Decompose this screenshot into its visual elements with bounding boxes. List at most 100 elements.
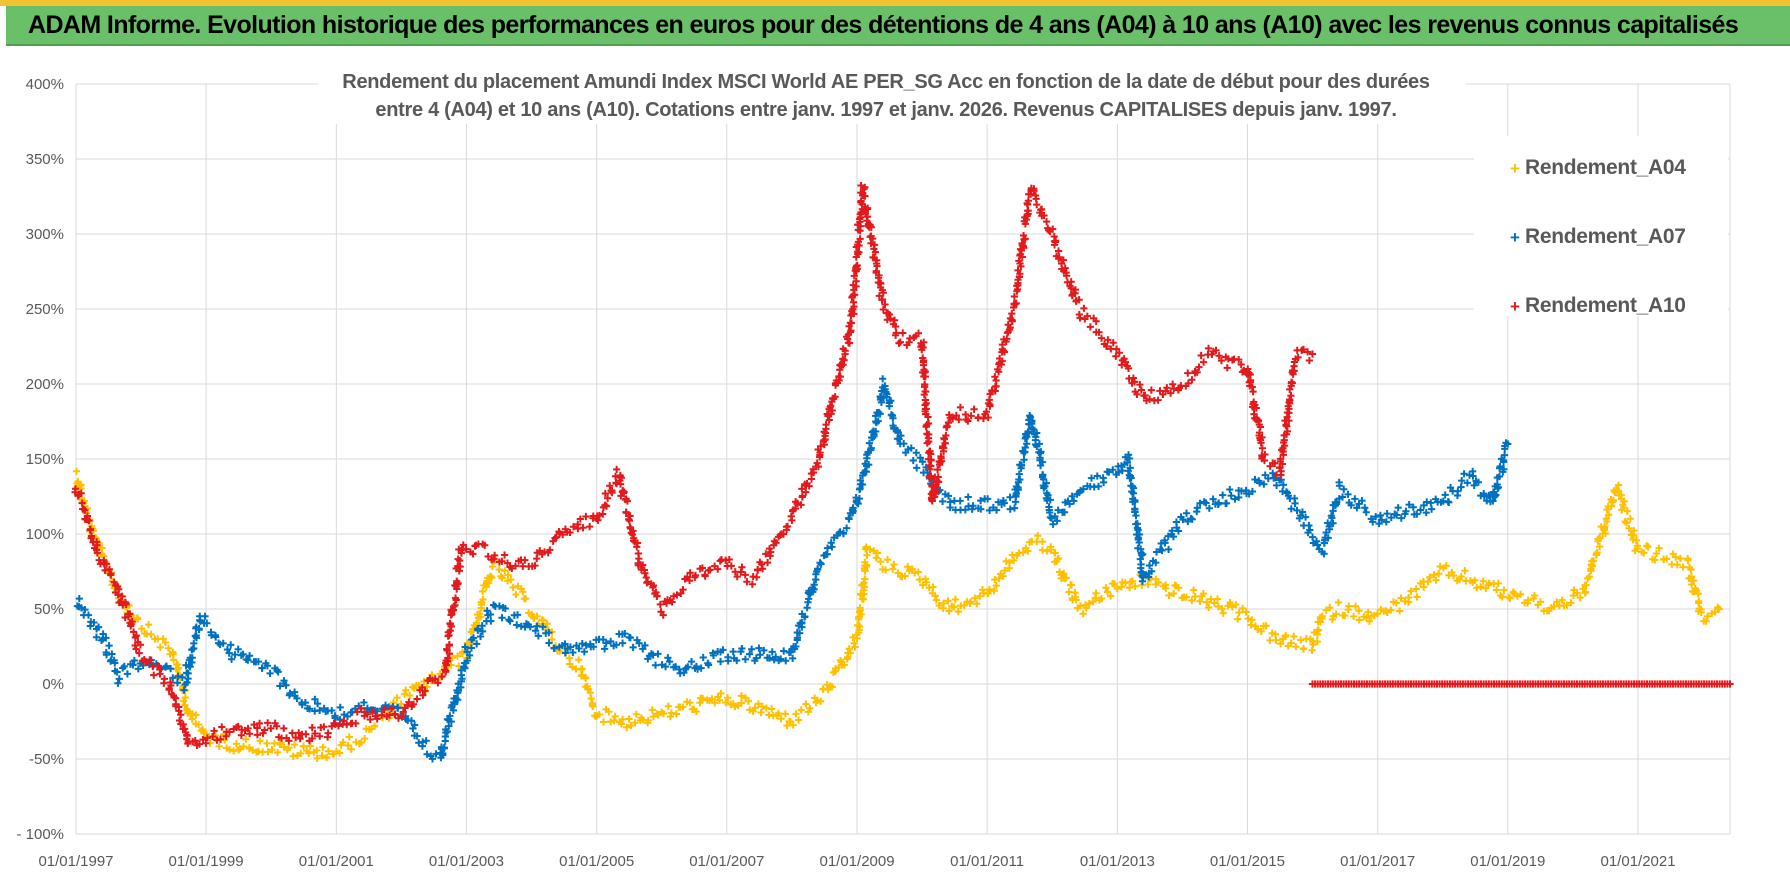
- legend-entry-a10: Rendement_A10: [1525, 294, 1686, 317]
- data-point: [918, 458, 927, 466]
- data-point: [612, 641, 620, 649]
- data-point: [964, 493, 972, 501]
- data-point: [758, 703, 767, 711]
- data-point: [199, 725, 207, 733]
- data-point: [998, 340, 1007, 349]
- data-point: [447, 718, 455, 726]
- data-point: [1558, 596, 1566, 604]
- data-point: [1702, 617, 1710, 625]
- data-point: [1617, 491, 1625, 499]
- data-point: [625, 517, 633, 525]
- y-tick-label: 200%: [26, 376, 64, 393]
- data-point: [461, 643, 469, 651]
- data-point: [990, 587, 998, 595]
- data-point: [1632, 536, 1640, 544]
- data-point: [960, 601, 968, 610]
- data-point: [107, 571, 115, 579]
- data-point: [1387, 514, 1395, 522]
- data-point: [1726, 680, 1734, 688]
- data-point: [792, 642, 800, 651]
- data-point: [1210, 599, 1218, 607]
- data-point: [1092, 589, 1100, 597]
- data-point: [1576, 594, 1584, 602]
- data-point: [1376, 511, 1384, 519]
- data-point: [623, 497, 632, 505]
- data-point: [853, 261, 861, 270]
- data-point: [867, 446, 875, 454]
- data-point: [912, 449, 920, 457]
- data-point: [934, 473, 942, 481]
- data-point: [1218, 605, 1226, 613]
- data-point: [979, 414, 988, 423]
- data-point: [1470, 481, 1478, 490]
- data-point: [1492, 586, 1501, 594]
- data-point: [1345, 602, 1353, 610]
- data-point: [1202, 499, 1210, 507]
- data-point: [1235, 493, 1243, 501]
- data-point: [1282, 631, 1290, 639]
- data-point: [779, 530, 788, 538]
- data-point: [840, 661, 849, 669]
- data-point: [1071, 289, 1079, 297]
- data-point: [1014, 279, 1022, 287]
- data-point: [486, 610, 495, 619]
- data-point: [1075, 296, 1083, 304]
- data-point: [186, 663, 194, 671]
- x-tick-label: 01/01/2017: [1340, 853, 1415, 870]
- data-point: [343, 712, 352, 720]
- data-point: [1282, 421, 1290, 429]
- data-point: [1127, 474, 1135, 482]
- data-point: [1005, 564, 1013, 572]
- x-tick-label: 01/01/2007: [689, 853, 764, 870]
- data-point: [446, 712, 454, 720]
- data-point: [664, 654, 672, 662]
- data-point: [192, 631, 200, 640]
- data-point: [1193, 504, 1201, 512]
- data-point: [1286, 395, 1294, 404]
- data-point: [653, 592, 661, 600]
- data-point: [849, 298, 858, 306]
- data-point: [156, 670, 164, 678]
- data-point: [462, 545, 470, 553]
- data-point: [123, 670, 132, 678]
- data-point: [693, 665, 702, 673]
- data-point: [991, 373, 999, 381]
- data-point: [1010, 556, 1018, 565]
- data-point: [192, 711, 200, 719]
- data-point: [1212, 346, 1220, 354]
- data-point: [92, 633, 101, 641]
- data-point: [577, 665, 585, 674]
- data-point: [569, 648, 577, 657]
- data-point: [586, 523, 594, 531]
- data-point: [855, 495, 864, 503]
- data-point: [1516, 590, 1525, 598]
- data-point: [463, 657, 471, 665]
- data-point: [1504, 440, 1512, 448]
- data-point: [1191, 592, 1199, 601]
- data-point: [263, 662, 272, 670]
- data-point: [201, 612, 209, 620]
- data-point: [1595, 543, 1604, 551]
- data-point: [135, 649, 143, 657]
- data-point: [1123, 459, 1132, 467]
- data-point: [231, 651, 239, 659]
- data-point: [1067, 581, 1076, 589]
- data-point: [644, 716, 652, 725]
- data-point: [698, 564, 707, 572]
- data-point: [1080, 304, 1088, 312]
- data-point: [491, 551, 499, 559]
- data-point: [86, 525, 95, 533]
- data-point: [1351, 602, 1360, 610]
- data-point: [159, 635, 167, 643]
- data-point: [1148, 567, 1156, 575]
- data-point: [311, 729, 319, 738]
- data-point: [630, 534, 638, 542]
- data-point: [380, 705, 388, 714]
- data-point: [1605, 511, 1613, 519]
- data-point: [807, 475, 816, 483]
- data-point: [998, 357, 1006, 365]
- data-point: [1416, 506, 1425, 514]
- data-point: [83, 512, 91, 520]
- data-point: [1463, 479, 1471, 487]
- x-tick-label: 01/01/1997: [38, 853, 113, 870]
